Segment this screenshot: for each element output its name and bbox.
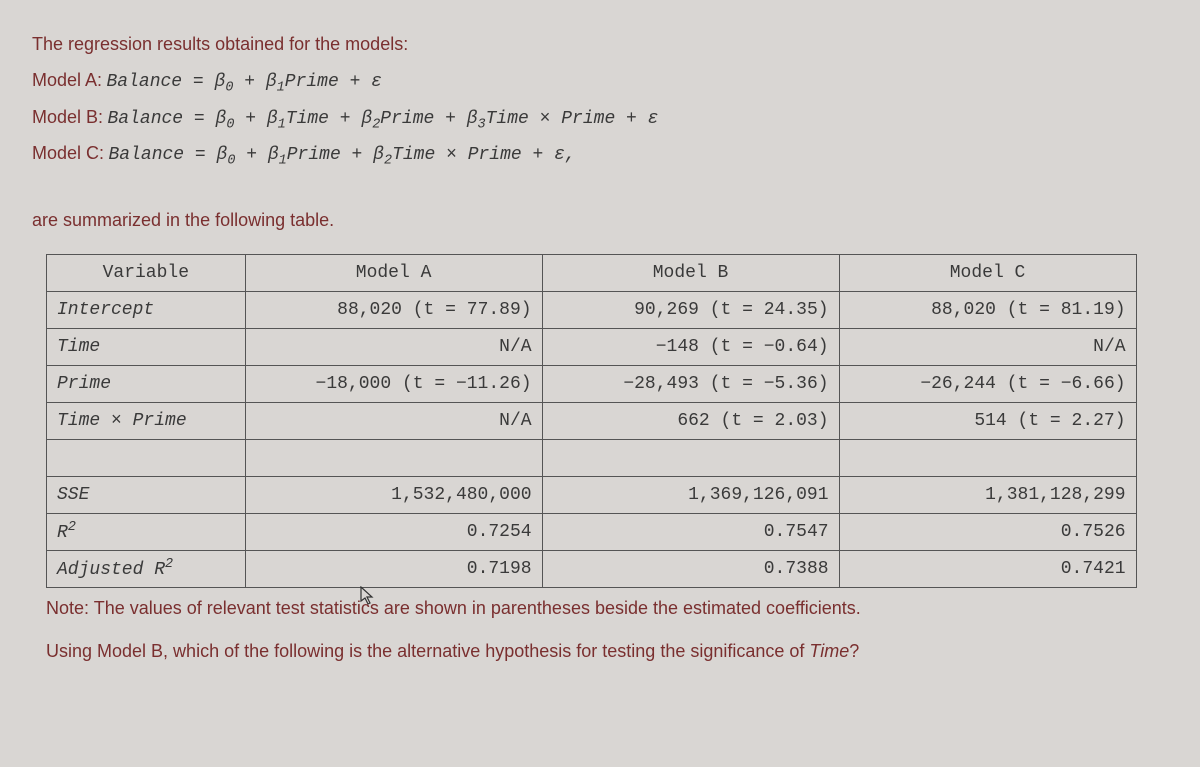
table-row: Prime −18,000 (t = −11.26) −28,493 (t = … — [47, 365, 1137, 402]
table-note: Note: The values of relevant test statis… — [46, 598, 1168, 619]
row-val-a: −18,000 (t = −11.26) — [245, 365, 542, 402]
row-val-b: −28,493 (t = −5.36) — [542, 365, 839, 402]
table-row: SSE 1,532,480,000 1,369,126,091 1,381,12… — [47, 476, 1137, 513]
row-var: Prime — [47, 365, 246, 402]
row-var: Intercept — [47, 291, 246, 328]
row-var-r2: R2 — [47, 513, 246, 550]
row-val-b: 662 (t = 2.03) — [542, 402, 839, 439]
row-var: Time — [47, 328, 246, 365]
row-val-b: 90,269 (t = 24.35) — [542, 291, 839, 328]
row-val-c: 1,381,128,299 — [839, 476, 1136, 513]
table-row: Intercept 88,020 (t = 77.89) 90,269 (t =… — [47, 291, 1137, 328]
model-a-label: Model A: — [32, 70, 102, 90]
model-equations: Model A: Balance = β0 + β1Prime + ε Mode… — [32, 64, 1168, 169]
summary-line: are summarized in the following table. — [32, 204, 1168, 236]
model-c-equation: Balance = β0 + β1Prime + β2Time × Prime … — [108, 145, 575, 165]
row-val-a: 0.7198 — [245, 550, 542, 587]
row-val-c: N/A — [839, 328, 1136, 365]
header-model-b: Model B — [542, 254, 839, 291]
cursor-icon — [360, 586, 376, 611]
row-val-b: −148 (t = −0.64) — [542, 328, 839, 365]
results-table: Variable Model A Model B Model C Interce… — [46, 254, 1137, 588]
row-var: SSE — [47, 476, 246, 513]
intro-text: The regression results obtained for the … — [32, 28, 1168, 60]
model-c-label: Model C: — [32, 143, 104, 163]
question-prefix: Using Model B, which of the following is… — [46, 641, 809, 661]
row-val-b: 0.7388 — [542, 550, 839, 587]
row-val-b: 1,369,126,091 — [542, 476, 839, 513]
model-b-equation: Balance = β0 + β1Time + β2Prime + β3Time… — [108, 109, 659, 129]
table-gap-row — [47, 439, 1137, 476]
model-a-equation: Balance = β0 + β1Prime + ε — [107, 72, 382, 92]
row-val-c: 88,020 (t = 81.19) — [839, 291, 1136, 328]
row-val-a: 0.7254 — [245, 513, 542, 550]
row-val-c: 514 (t = 2.27) — [839, 402, 1136, 439]
row-val-a: 88,020 (t = 77.89) — [245, 291, 542, 328]
row-val-a: N/A — [245, 328, 542, 365]
row-val-a: N/A — [245, 402, 542, 439]
question-term: Time — [809, 641, 849, 661]
row-val-b: 0.7547 — [542, 513, 839, 550]
table-row: R2 0.7254 0.7547 0.7526 — [47, 513, 1137, 550]
table-row: Adjusted R2 0.7198 0.7388 0.7421 — [47, 550, 1137, 587]
row-val-a: 1,532,480,000 — [245, 476, 542, 513]
row-var: Time × Prime — [47, 402, 246, 439]
table-row: Time N/A −148 (t = −0.64) N/A — [47, 328, 1137, 365]
table-row: Time × Prime N/A 662 (t = 2.03) 514 (t =… — [47, 402, 1137, 439]
row-val-c: 0.7421 — [839, 550, 1136, 587]
header-variable: Variable — [47, 254, 246, 291]
header-model-a: Model A — [245, 254, 542, 291]
question-text: Using Model B, which of the following is… — [46, 641, 1168, 662]
question-suffix: ? — [849, 641, 859, 661]
row-var-adj-r2: Adjusted R2 — [47, 550, 246, 587]
row-val-c: 0.7526 — [839, 513, 1136, 550]
table-header-row: Variable Model A Model B Model C — [47, 254, 1137, 291]
row-val-c: −26,244 (t = −6.66) — [839, 365, 1136, 402]
header-model-c: Model C — [839, 254, 1136, 291]
model-b-label: Model B: — [32, 107, 103, 127]
